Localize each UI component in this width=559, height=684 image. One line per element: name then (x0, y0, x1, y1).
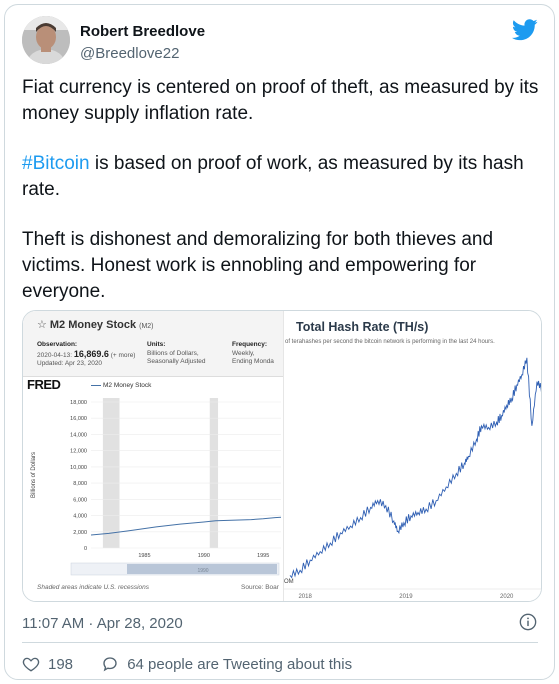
recession-band (209, 398, 219, 548)
avatar-photo-icon (22, 16, 70, 64)
fred-observation: Observation: 2020-04-13: 16,869.6 (+ mor… (37, 341, 135, 369)
tweet-timestamp[interactable]: 11:07 AM · Apr 28, 2020 (22, 615, 183, 632)
tweet-media[interactable]: ☆ M2 Money Stock (M2) Observation: 2020-0… (22, 310, 542, 602)
y-tick-label: 4,000 (73, 514, 87, 520)
hashrate-corner-text: OM (284, 579, 294, 585)
x-tick-label: 1990 (198, 553, 210, 559)
y-tick-label: 16,000 (70, 416, 87, 422)
y-tick-label: 12,000 (70, 449, 87, 455)
y-tick-label: 8,000 (73, 481, 87, 487)
tweet-text: Fiat currency is centered on proof of th… (22, 75, 542, 329)
tweet-paragraph-2: #Bitcoin is based on proof of work, as m… (22, 151, 542, 203)
fred-observation-more[interactable]: (+ more) (110, 351, 136, 359)
author-handle[interactable]: @Breedlove22 (80, 45, 180, 62)
like-button[interactable]: 198 (22, 655, 73, 673)
legend-line-icon (91, 384, 101, 386)
y-tick-label: 14,000 (70, 432, 87, 438)
y-tick-label: 10,000 (70, 465, 87, 471)
tweet-actions: 198 64 people are Tweeting about this (22, 655, 376, 677)
fred-units: Units: Billions of Dollars, Seasonally A… (147, 341, 206, 367)
y-tick-label: 2,000 (73, 530, 87, 536)
hashtag-link[interactable]: #Bitcoin (22, 153, 90, 174)
fred-footnote: Shaded areas indicate U.S. recessions (37, 584, 150, 591)
m2-chart-panel[interactable]: ☆ M2 Money Stock (M2) Observation: 2020-0… (23, 311, 283, 601)
y-axis-label: Billions of Dollars (31, 452, 37, 498)
fred-frequency: Frequency: Weekly, Ending Monda (232, 341, 274, 367)
fred-legend-text: M2 Money Stock (103, 382, 152, 389)
hashrate-chart-panel[interactable]: Total Hash Rate (TH/s) of terahashes per… (283, 311, 541, 601)
range-slider-window (127, 564, 277, 574)
fred-units-line2: Seasonally Adjusted (147, 358, 206, 365)
hashrate-title: Total Hash Rate (TH/s) (296, 320, 429, 334)
fred-observation-label: Observation: (37, 341, 78, 348)
star-icon[interactable]: ☆ (37, 319, 47, 331)
divider (22, 642, 538, 643)
series-line-hashrate (289, 357, 541, 579)
x-tick-label: 1995 (257, 553, 269, 559)
speech-bubble-icon (103, 657, 117, 672)
fred-header: ☆ M2 Money Stock (M2) Observation: 2020-0… (23, 311, 283, 377)
fred-frequency-line2: Ending Monda (232, 358, 274, 365)
fred-observation-date: 2020-04-13: (37, 351, 73, 359)
tweeting-about-text: 64 people are Tweeting about this (127, 655, 353, 673)
x-tick-label: 1985 (138, 553, 150, 559)
heart-icon (22, 657, 40, 672)
twitter-bird-icon[interactable] (512, 19, 538, 41)
fred-units-label: Units: (147, 341, 166, 348)
tweet-paragraph-1: Fiat currency is centered on proof of th… (22, 77, 539, 124)
x-tick-label: 2018 (298, 594, 312, 600)
fred-legend: M2 Money Stock (91, 382, 151, 389)
author-name[interactable]: Robert Breedlove (80, 23, 206, 40)
reply-conversation-link[interactable]: 64 people are Tweeting about this (101, 655, 352, 673)
fred-observation-value: 16,869.6 (73, 348, 109, 359)
hashrate-subtitle: of terahashes per second the bitcoin net… (285, 339, 495, 345)
fred-frequency-label: Frequency: (232, 341, 268, 348)
fred-title: ☆ M2 Money Stock (M2) (37, 318, 154, 331)
series-line-m2 (90, 516, 282, 536)
x-tick-label: 2020 (500, 594, 514, 600)
fred-logo: FRED (27, 377, 61, 392)
tweet-paragraph-2-text: is based on proof of work, as measured b… (22, 153, 524, 200)
info-icon[interactable] (519, 613, 537, 631)
y-tick-label: 0 (84, 546, 87, 552)
hashrate-chart: 2018 2019 2020 (284, 357, 541, 600)
fred-source: Source: Boar (241, 584, 279, 591)
y-tick-label: 18,000 (70, 400, 87, 406)
fred-series-code: (M2) (139, 323, 154, 330)
range-slider-label: 1990 (197, 568, 208, 574)
fred-updated: Updated: Apr 23, 2020 (37, 360, 103, 367)
tweet-paragraph-3: Theft is dishonest and demoralizing for … (22, 229, 494, 302)
fred-title-text: M2 Money Stock (49, 319, 137, 331)
tweet-card[interactable]: Robert Breedlove @Breedlove22 Fiat curre… (4, 4, 555, 680)
like-count: 198 (48, 655, 74, 673)
fred-units-line1: Billions of Dollars, (147, 349, 199, 357)
fred-frequency-line1: Weekly, (232, 349, 255, 357)
recession-band (102, 398, 120, 548)
m2-chart: 18,000 16,000 14,000 12,000 10,000 8,000 6,000… (31, 398, 282, 576)
avatar[interactable] (22, 16, 70, 64)
x-tick-label: 2019 (399, 594, 413, 600)
y-tick-label: 6,000 (73, 497, 87, 503)
